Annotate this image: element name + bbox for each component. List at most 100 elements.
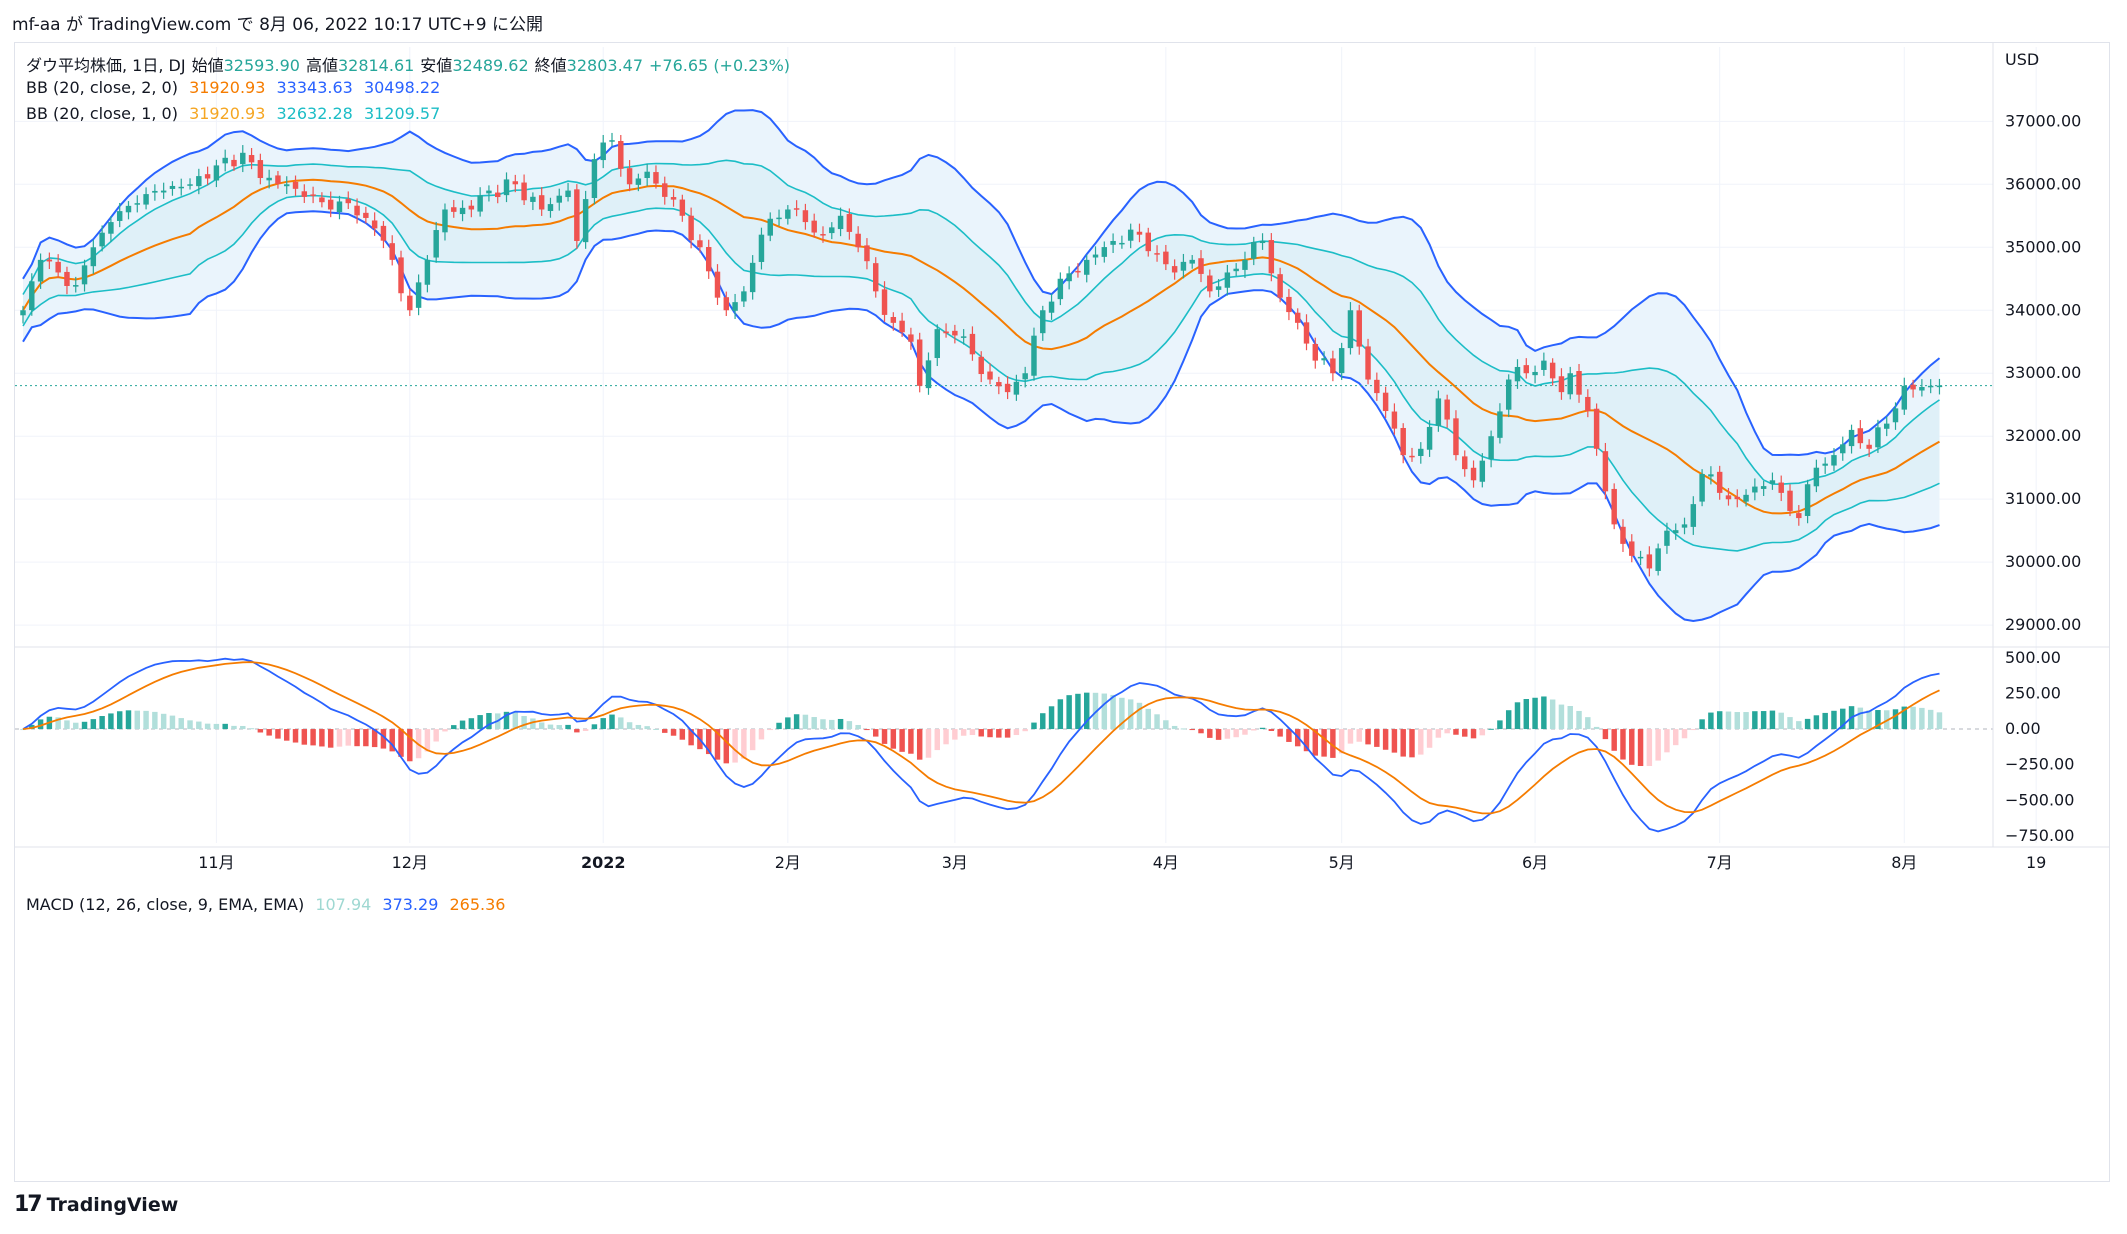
candle-body <box>943 331 949 334</box>
bb1-legend[interactable]: BB (20, close, 1, 0) 31920.93 32632.28 3… <box>26 104 446 123</box>
close-value: 32803.47 <box>566 56 644 75</box>
publish-line: mf-aa が TradingView.com で 8月 06, 2022 10… <box>12 15 543 35</box>
bb1-label[interactable]: BB (20, close, 1, 0) <box>26 104 178 123</box>
macd-histogram-bar <box>934 729 941 751</box>
low-value: 32489.62 <box>452 56 529 75</box>
low-label: 安値 <box>420 56 453 75</box>
main-legend[interactable]: ダウ平均株価, 1日, DJ 始値32593.90 高値32814.61 安値3248… <box>26 52 796 76</box>
candle-body <box>1286 296 1292 313</box>
macd-histogram-bar <box>1163 720 1169 730</box>
candle-body <box>266 177 272 181</box>
symbol-title[interactable]: ダウ平均株価, 1日, DJ <box>26 56 186 75</box>
macd-signal-line <box>22 661 1940 815</box>
macd-histogram-bar <box>1171 725 1178 730</box>
bb-upper-outer <box>22 109 1941 457</box>
macd-histogram-bar <box>1611 729 1617 751</box>
candle-body <box>468 205 475 210</box>
macd-histogram-bar <box>512 712 519 730</box>
candle-body <box>1716 471 1723 493</box>
candle-body <box>1277 274 1283 298</box>
price-tick-label: 36000.00 <box>2005 174 2081 193</box>
macd-histogram-bar <box>732 729 738 763</box>
macd-label[interactable]: MACD (12, 26, close, 9, EMA, EMA) <box>26 895 305 914</box>
macd-histogram-bar <box>1593 726 1600 730</box>
time-tick-label: 4月 <box>1153 853 1179 872</box>
macd-histogram-bar <box>178 718 184 730</box>
macd-histogram-bar <box>1813 715 1820 730</box>
macd-histogram-bar <box>1022 729 1028 732</box>
candle-body <box>354 205 360 216</box>
macd-histogram-bar <box>978 729 984 737</box>
bb2-label[interactable]: BB (20, close, 2, 0) <box>26 78 178 97</box>
macd-histogram-bar <box>1391 729 1398 753</box>
candle-body <box>1541 360 1547 370</box>
macd-histogram-bar <box>336 729 343 747</box>
candle-body <box>1391 411 1398 429</box>
macd-histogram-bar <box>1787 717 1793 730</box>
close-label: 終値 <box>534 56 567 75</box>
macd-histogram-bar <box>1760 711 1767 730</box>
macd-histogram-bar <box>1936 712 1943 730</box>
macd-histogram-bar <box>1470 729 1477 739</box>
macd-histogram-bar <box>1602 729 1609 740</box>
macd-histogram-bar <box>565 724 571 730</box>
macd-histogram-bar <box>829 719 835 730</box>
macd-histogram-bar <box>1708 712 1714 730</box>
candle-body <box>1883 423 1890 429</box>
candle-body <box>1057 278 1064 300</box>
candle-body <box>1119 242 1125 245</box>
macd-histogram-bar <box>363 729 369 747</box>
price-tick-label: 29000.00 <box>2005 615 2081 634</box>
macd-histogram-bar <box>213 723 220 730</box>
chart-canvas[interactable]: 29000.00 30000.00 31000.00 32000.00 33000.00… <box>15 43 2109 1181</box>
macd-histogram-bar <box>1769 710 1776 730</box>
macd-histogram-bar <box>574 729 580 733</box>
candle-body <box>1497 411 1503 438</box>
brand-name: TradingView <box>46 1193 179 1216</box>
macd-histogram-bar <box>1927 709 1934 730</box>
bb1-upper: 32632.28 <box>276 104 353 123</box>
macd-histogram-bar <box>1031 722 1037 730</box>
macd-histogram-bar <box>240 725 246 730</box>
bollinger-bands <box>15 109 1993 623</box>
macd-histogram-bar <box>354 729 360 747</box>
macd-histogram-bar <box>749 729 756 751</box>
candle-body <box>626 168 633 185</box>
macd-histogram-bar <box>310 729 316 746</box>
candle-body <box>1804 484 1811 516</box>
macd-histogram-bar <box>802 714 809 730</box>
bb2-legend[interactable]: BB (20, close, 2, 0) 31920.93 33343.63 3… <box>26 78 446 97</box>
macd-histogram-bar <box>1224 729 1231 739</box>
macd-histogram-bar <box>1690 729 1697 731</box>
macd-histogram-bar <box>890 729 897 749</box>
candle-body <box>1066 273 1072 282</box>
macd-histogram-bar <box>284 729 290 741</box>
macd-tick-label: −750.00 <box>2005 826 2074 845</box>
macd-histogram-bar <box>1514 702 1521 730</box>
candle-body <box>653 172 659 184</box>
macd-histogram-bar <box>1365 729 1371 745</box>
candle-body <box>1365 346 1371 380</box>
chart-container[interactable]: 29000.00 30000.00 31000.00 32000.00 33000.00… <box>14 42 2110 1182</box>
macd-histogram-bar <box>899 729 905 752</box>
macd-histogram-bar <box>20 729 26 731</box>
candle-body <box>1910 384 1916 390</box>
macd-histogram-bar <box>1110 694 1116 730</box>
macd-histogram-bar <box>1734 712 1740 730</box>
macd-legend[interactable]: MACD (12, 26, close, 9, EMA, EMA) 107.94… <box>26 895 511 914</box>
candle-body <box>1875 427 1881 448</box>
candle-body <box>477 195 483 212</box>
footer-brand[interactable]: 17 TradingView <box>14 1192 178 1217</box>
candle-body <box>1840 444 1846 454</box>
macd-histogram-bar <box>1207 729 1213 738</box>
macd-histogram-bar <box>486 713 492 730</box>
high-value: 32814.61 <box>337 56 415 75</box>
macd-histogram-bar <box>670 729 677 736</box>
candle-body <box>1031 335 1037 376</box>
price-tick-label: 30000.00 <box>2005 552 2081 571</box>
macd-histogram-bar <box>1576 710 1582 730</box>
candle-body <box>213 165 220 181</box>
candle-body <box>1374 379 1380 394</box>
macd-histogram-bar <box>1725 711 1732 730</box>
macd-tick-label: −250.00 <box>2005 755 2074 774</box>
